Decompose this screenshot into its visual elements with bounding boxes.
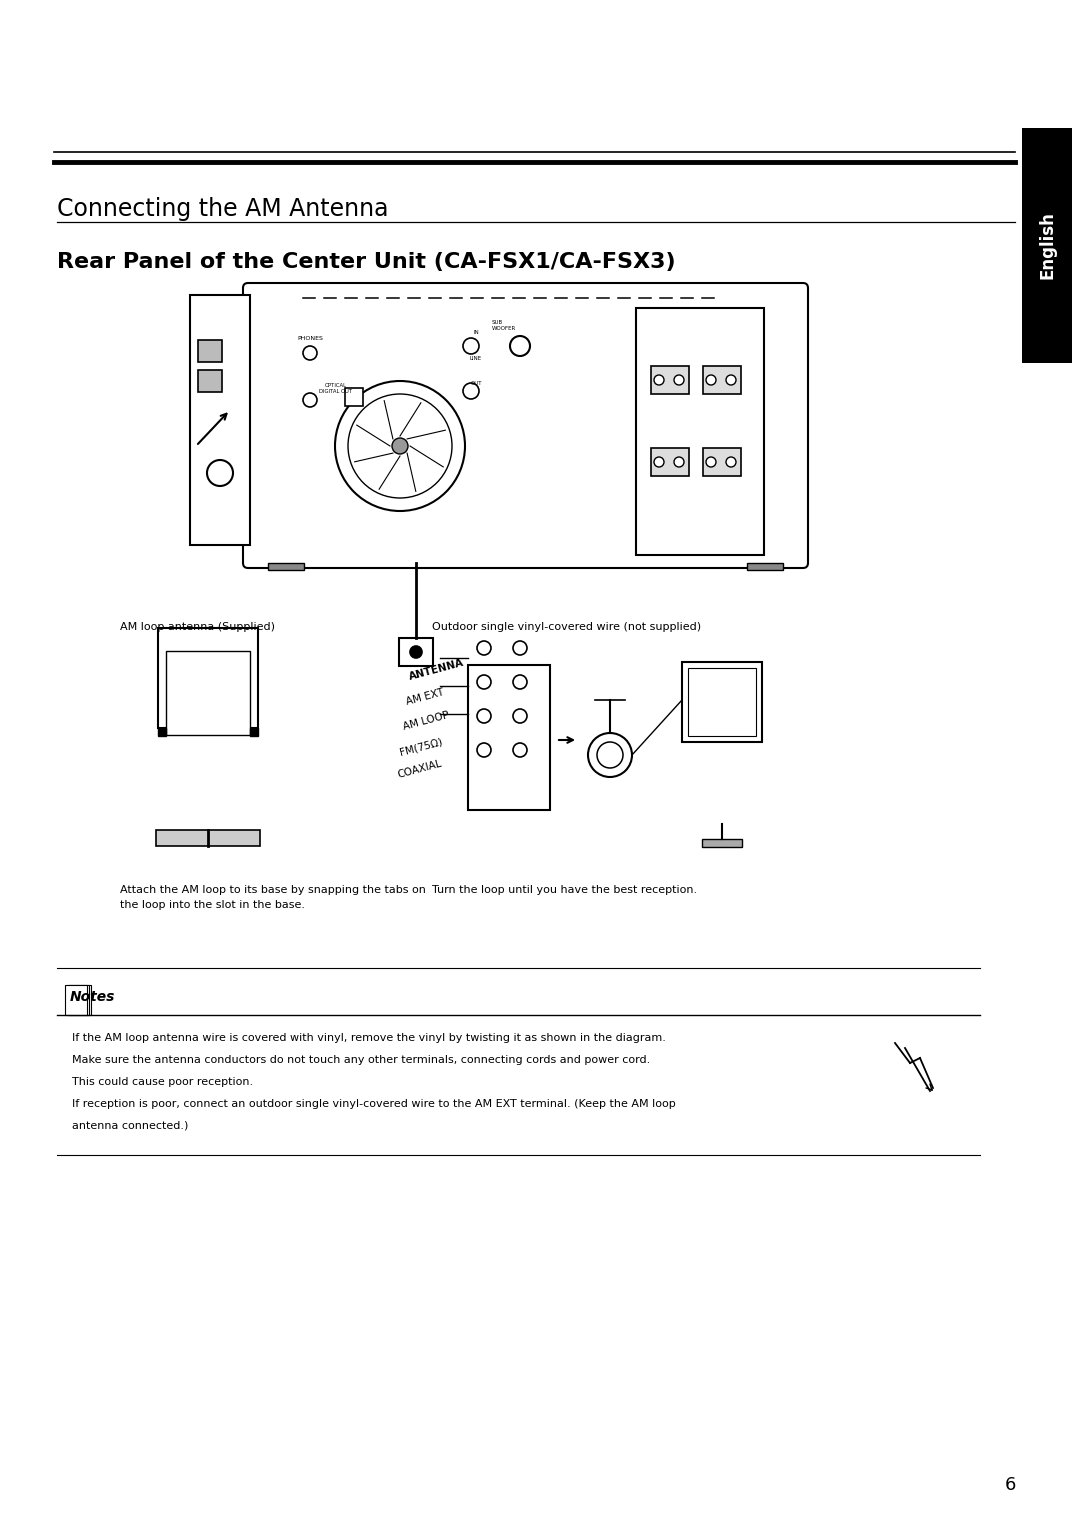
Circle shape: [597, 743, 623, 769]
Bar: [688, 668, 756, 736]
Bar: [468, 665, 550, 810]
Circle shape: [654, 374, 664, 385]
Bar: [651, 367, 689, 394]
Bar: [198, 370, 222, 393]
Circle shape: [674, 374, 684, 385]
Bar: [158, 727, 166, 736]
Circle shape: [726, 374, 735, 385]
Text: This could cause poor reception.: This could cause poor reception.: [72, 1077, 253, 1086]
Bar: [166, 651, 249, 735]
Bar: [67, 986, 89, 1015]
Text: Connecting the AM Antenna: Connecting the AM Antenna: [57, 197, 389, 222]
Circle shape: [654, 457, 664, 468]
Circle shape: [513, 675, 527, 689]
Text: AM loop antenna (Supplied): AM loop antenna (Supplied): [120, 622, 275, 633]
Bar: [69, 986, 91, 1015]
Circle shape: [477, 642, 491, 656]
Circle shape: [477, 709, 491, 723]
Text: Make sure the antenna conductors do not touch any other terminals, connecting co: Make sure the antenna conductors do not …: [72, 1054, 650, 1065]
Text: Outdoor single vinyl-covered wire (not supplied): Outdoor single vinyl-covered wire (not s…: [432, 622, 701, 633]
Circle shape: [513, 642, 527, 656]
Text: Notes: Notes: [70, 990, 116, 1004]
Circle shape: [348, 394, 453, 498]
Circle shape: [706, 457, 716, 468]
Bar: [268, 562, 303, 570]
Text: SUB
WOOFER: SUB WOOFER: [492, 321, 516, 332]
Text: ANTENNA: ANTENNA: [408, 657, 465, 681]
Circle shape: [392, 439, 408, 454]
Text: IN: IN: [473, 330, 478, 335]
Bar: [190, 295, 249, 545]
Bar: [636, 309, 764, 555]
Circle shape: [335, 380, 465, 510]
Circle shape: [513, 743, 527, 756]
Bar: [345, 388, 363, 406]
Circle shape: [588, 733, 632, 778]
Bar: [65, 986, 87, 1015]
Text: 6: 6: [1004, 1476, 1015, 1494]
Text: LINE: LINE: [470, 356, 482, 361]
Circle shape: [463, 384, 480, 399]
Bar: [747, 562, 783, 570]
Circle shape: [303, 393, 318, 406]
Bar: [651, 448, 689, 477]
Text: Rear Panel of the Center Unit (CA-FSX1/CA-FSX3): Rear Panel of the Center Unit (CA-FSX1/C…: [57, 252, 676, 272]
Text: If reception is poor, connect an outdoor single vinyl-covered wire to the AM EXT: If reception is poor, connect an outdoor…: [72, 1099, 676, 1109]
Text: Attach the AM loop to its base by snapping the tabs on
the loop into the slot in: Attach the AM loop to its base by snappi…: [120, 885, 426, 909]
Bar: [156, 830, 260, 847]
Circle shape: [726, 457, 735, 468]
Circle shape: [463, 338, 480, 354]
FancyBboxPatch shape: [243, 283, 808, 568]
Bar: [681, 662, 762, 743]
Text: English: English: [1038, 211, 1056, 280]
Circle shape: [510, 336, 530, 356]
Text: Turn the loop until you have the best reception.: Turn the loop until you have the best re…: [432, 885, 697, 895]
Text: OPTICAL
DIGITAL OUT: OPTICAL DIGITAL OUT: [320, 384, 352, 394]
Bar: [1022, 128, 1072, 364]
Text: COAXIAL: COAXIAL: [396, 758, 443, 779]
Circle shape: [477, 675, 491, 689]
Text: FM(75Ω): FM(75Ω): [399, 736, 444, 756]
Bar: [198, 341, 222, 362]
Text: antenna connected.): antenna connected.): [72, 1122, 188, 1131]
Text: AM EXT: AM EXT: [405, 688, 445, 707]
Bar: [703, 448, 741, 477]
Circle shape: [410, 646, 422, 659]
Text: OUT: OUT: [470, 380, 482, 387]
Text: AM LOOP: AM LOOP: [402, 711, 450, 732]
Circle shape: [674, 457, 684, 468]
Bar: [703, 367, 741, 394]
Circle shape: [706, 374, 716, 385]
Circle shape: [513, 709, 527, 723]
Circle shape: [477, 743, 491, 756]
Circle shape: [207, 460, 233, 486]
Bar: [399, 639, 433, 666]
Bar: [158, 628, 258, 727]
Circle shape: [303, 345, 318, 361]
Bar: [702, 839, 742, 847]
Text: If the AM loop antenna wire is covered with vinyl, remove the vinyl by twisting : If the AM loop antenna wire is covered w…: [72, 1033, 666, 1044]
Text: PHONES: PHONES: [297, 336, 323, 341]
Bar: [249, 727, 258, 736]
